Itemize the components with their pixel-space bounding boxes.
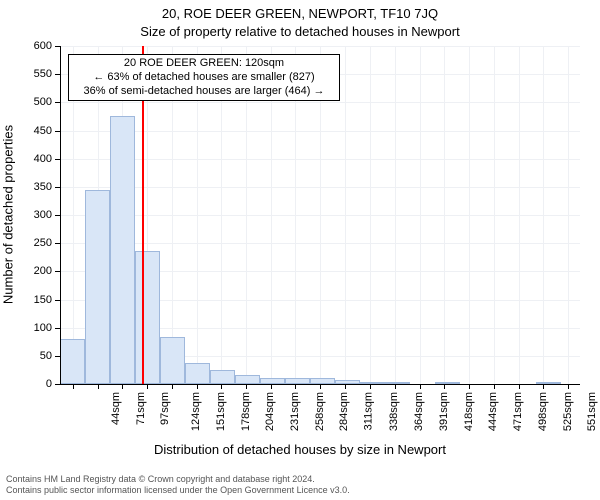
x-tick-label: 44sqm [110,392,122,425]
histogram-bar [135,251,160,385]
x-tick-label: 364sqm [413,392,425,431]
x-tick-label: 551sqm [586,392,598,431]
grid-line-v [420,46,421,384]
x-tick [295,384,296,389]
x-tick [345,384,346,389]
x-tick [494,384,495,389]
grid-line-v [370,46,371,384]
y-tick [55,159,60,160]
grid-line-v [519,46,520,384]
x-tick-label: 418sqm [463,392,475,431]
x-tick-label: 444sqm [487,392,499,431]
y-tick [55,46,60,47]
grid-line-v [444,46,445,384]
footer-line-1: Contains HM Land Registry data © Crown c… [6,474,350,485]
annotation-box: 20 ROE DEER GREEN: 120sqm ← 63% of detac… [68,54,340,101]
y-tick-label: 500 [0,96,52,108]
y-tick [55,74,60,75]
x-tick [320,384,321,389]
y-tick [55,243,60,244]
x-tick-label: 391sqm [438,392,450,431]
x-tick [197,384,198,389]
y-axis-line [60,46,61,384]
y-tick-label: 550 [0,68,52,80]
grid-line-v [568,46,569,384]
y-tick [55,300,60,301]
x-tick [122,384,123,389]
x-tick-label: 151sqm [215,392,227,431]
x-tick [172,384,173,389]
histogram-bar [110,116,135,384]
x-tick [370,384,371,389]
footer-line-2: Contains public sector information licen… [6,485,350,496]
y-tick-label: 150 [0,294,52,306]
y-tick-label: 50 [0,350,52,362]
grid-line-v [469,46,470,384]
x-tick [221,384,222,389]
histogram-bar [235,375,260,384]
x-tick [469,384,470,389]
x-tick-label: 498sqm [537,392,549,431]
x-tick-label: 338sqm [389,392,401,431]
histogram-bar [160,337,185,384]
footer-attribution: Contains HM Land Registry data © Crown c… [6,474,350,496]
y-tick [55,328,60,329]
y-tick [55,187,60,188]
grid-line-v [494,46,495,384]
annotation-line-3: 36% of semi-detached houses are larger (… [75,85,333,99]
y-tick-label: 400 [0,153,52,165]
x-tick-label: 525sqm [562,392,574,431]
y-tick [55,356,60,357]
y-tick [55,102,60,103]
x-tick-label: 178sqm [240,392,252,431]
x-tick [420,384,421,389]
x-tick [98,384,99,389]
x-tick [395,384,396,389]
x-tick-label: 204sqm [264,392,276,431]
x-tick-label: 258sqm [314,392,326,431]
grid-line-v [395,46,396,384]
grid-line-v [543,46,544,384]
y-tick [55,271,60,272]
x-tick [246,384,247,389]
y-tick-label: 350 [0,181,52,193]
x-tick [271,384,272,389]
grid-line-v [345,46,346,384]
histogram-bar [210,370,235,384]
y-tick-label: 600 [0,40,52,52]
annotation-line-2: ← 63% of detached houses are smaller (82… [75,71,333,85]
annotation-line-1: 20 ROE DEER GREEN: 120sqm [75,57,333,71]
y-tick [55,131,60,132]
chart-plot-area: 20 ROE DEER GREEN: 120sqm ← 63% of detac… [60,46,580,384]
title-line-1: 20, ROE DEER GREEN, NEWPORT, TF10 7JQ [0,6,600,21]
y-tick-label: 0 [0,378,52,390]
x-tick [519,384,520,389]
y-tick [55,215,60,216]
x-tick [543,384,544,389]
histogram-bar [85,190,110,384]
y-tick-label: 100 [0,322,52,334]
x-axis-title: Distribution of detached houses by size … [0,442,600,457]
x-tick-label: 231sqm [289,392,301,431]
x-tick-label: 97sqm [159,392,171,425]
x-tick [73,384,74,389]
y-tick-label: 250 [0,237,52,249]
x-tick-label: 124sqm [190,392,202,431]
x-tick-label: 284sqm [339,392,351,431]
y-tick-label: 450 [0,125,52,137]
y-tick-label: 300 [0,209,52,221]
title-line-2: Size of property relative to detached ho… [0,24,600,39]
x-tick [147,384,148,389]
histogram-bar [60,339,85,384]
x-tick [568,384,569,389]
x-tick-label: 471sqm [512,392,524,431]
histogram-bar [185,363,210,384]
x-tick [444,384,445,389]
x-tick-label: 71sqm [135,392,147,425]
x-tick-label: 311sqm [363,392,375,430]
y-tick-label: 200 [0,265,52,277]
y-tick [55,384,60,385]
